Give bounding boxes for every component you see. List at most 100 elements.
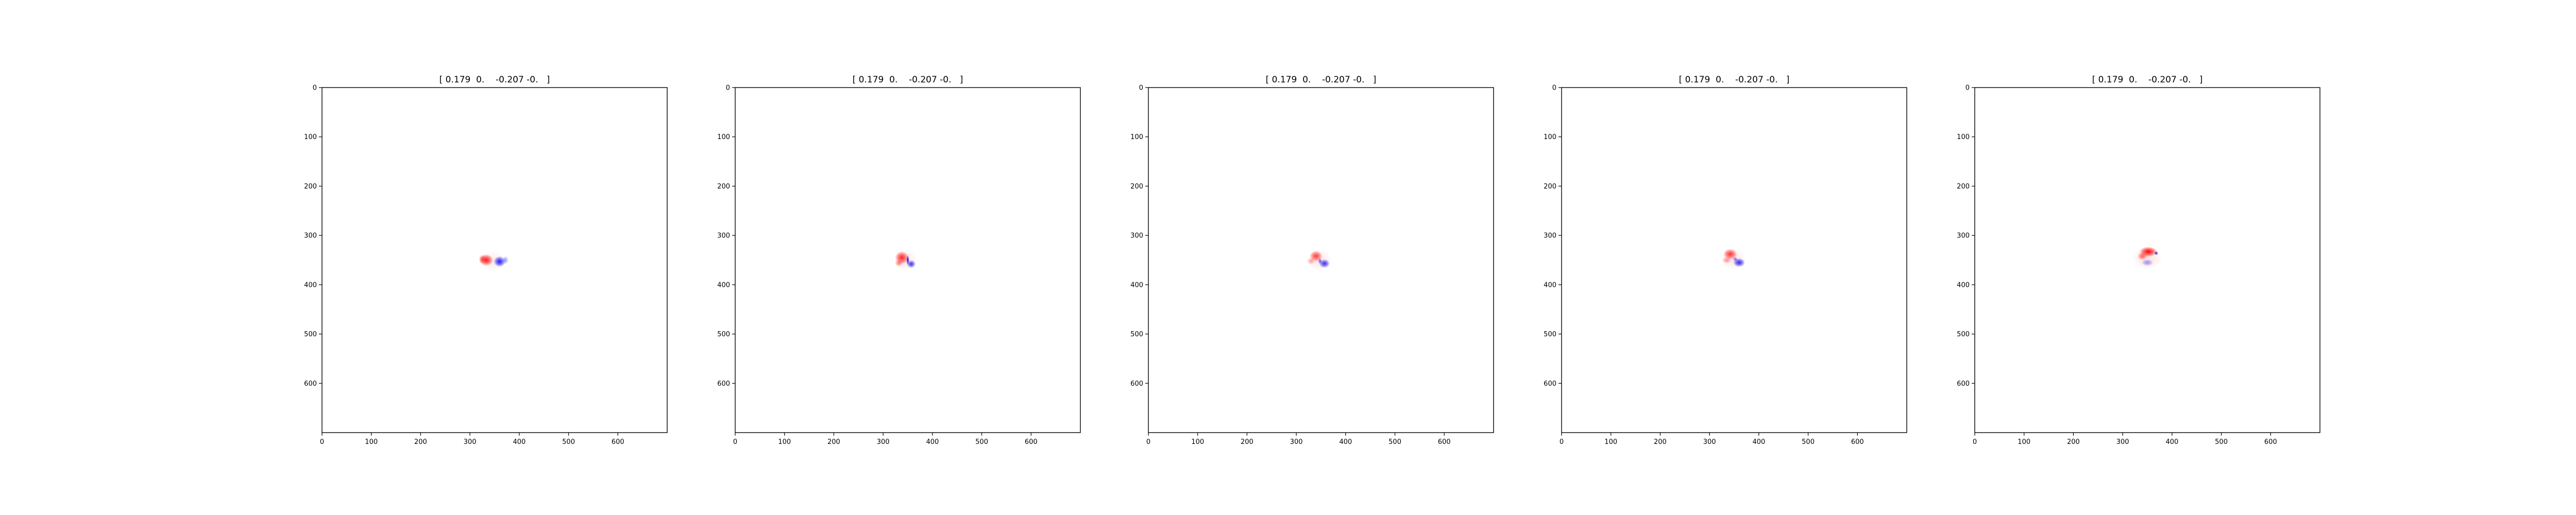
y-tick-label: 500	[1544, 331, 1556, 338]
x-tick-label: 500	[975, 438, 988, 446]
x-tick-label: 400	[1339, 438, 1352, 446]
x-tick-label: 200	[1241, 438, 1253, 446]
axes-frame	[1561, 87, 1907, 433]
y-tick-label: 600	[1544, 380, 1556, 388]
y-tick-label: 200	[1544, 183, 1556, 191]
y-tick-label: 100	[1957, 133, 1970, 141]
x-tick-label: 500	[562, 438, 575, 446]
x-tick-label: 500	[2215, 438, 2228, 446]
x-tick-label: 0	[1973, 438, 1977, 446]
x-tick-label: 200	[2067, 438, 2080, 446]
x-tick-label: 600	[612, 438, 624, 446]
y-tick-label: 300	[304, 232, 317, 240]
y-tick-label: 300	[717, 232, 730, 240]
y-tick-label: 300	[1957, 232, 1970, 240]
x-tick-label: 100	[778, 438, 791, 446]
y-tick-label: 500	[1130, 331, 1143, 338]
x-tick-label: 100	[1191, 438, 1204, 446]
y-tick-label: 400	[1130, 281, 1143, 289]
y-tick-label: 600	[304, 380, 317, 388]
x-tick-label: 0	[1560, 438, 1564, 446]
x-tick-label: 300	[1290, 438, 1303, 446]
subplot-2: 0 100 200 300 400 500 600 0 100 200 300 400 500 600 [ …	[709, 72, 1101, 453]
y-tick-label: 0	[1139, 84, 1143, 92]
y-tick-label: 200	[1957, 183, 1970, 191]
y-tick-label: 100	[717, 133, 730, 141]
y-tick-label: 500	[304, 331, 317, 338]
x-tick-label: 400	[1752, 438, 1765, 446]
chart-title: [ 0.179 0. -0.207 -0. ]	[1266, 75, 1377, 85]
y-tick-label: 300	[1544, 232, 1556, 240]
subplot-1: 0 100 200 300 400 500 600 0 100 200 300 400 500 600 [ …	[296, 72, 688, 453]
heatmap-blob	[2132, 246, 2162, 270]
x-tick-label: 100	[365, 438, 378, 446]
heatmap-blob	[1720, 248, 1746, 270]
x-tick-label: 400	[513, 438, 526, 446]
axes-frame	[1148, 87, 1494, 433]
heatmap-cells	[1306, 249, 1332, 271]
heatmap-cells	[894, 249, 918, 271]
x-tick-label: 500	[1388, 438, 1401, 446]
subplot-3: 0 100 200 300 400 500 600 0 100 200 300 400 500 600 [ …	[1123, 72, 1514, 453]
axes-frame	[735, 87, 1081, 433]
heatmap-svg: 0 100 200 300 400 500 600 0 100 200 300 400 500 600 [ …	[1544, 75, 1907, 446]
heatmap-svg: 0 100 200 300 400 500 600 0 100 200 300 400 500 600 [ …	[1957, 75, 2320, 446]
y-tick-label: 100	[1130, 133, 1143, 141]
chart-title: [ 0.179 0. -0.207 -0. ]	[1679, 75, 1790, 85]
y-tick-label: 400	[717, 281, 730, 289]
heatmap-svg: 0 100 200 300 400 500 600 0 100 200 300 400 500 600 [ …	[304, 75, 668, 446]
x-tick-label: 400	[2165, 438, 2178, 446]
y-tick-label: 600	[717, 380, 730, 388]
y-tick-label: 0	[1552, 84, 1556, 92]
chart-title: [ 0.179 0. -0.207 -0. ]	[2092, 75, 2203, 85]
x-tick-label: 200	[1654, 438, 1667, 446]
heatmap-svg: 0 100 200 300 400 500 600 0 100 200 300 400 500 600 [ …	[717, 75, 1081, 446]
axes-frame	[321, 87, 668, 433]
x-tick-label: 600	[2264, 438, 2277, 446]
heatmap-cells	[2132, 246, 2162, 270]
heatmap-cells	[1720, 248, 1746, 270]
x-tick-label: 300	[1703, 438, 1716, 446]
x-tick-label: 600	[1438, 438, 1451, 446]
chart-title: [ 0.179 0. -0.207 -0. ]	[853, 75, 963, 85]
x-tick-label: 300	[464, 438, 477, 446]
x-tick-label: 100	[1604, 438, 1617, 446]
x-tick-label: 100	[2018, 438, 2030, 446]
y-tick-label: 0	[313, 84, 317, 92]
subplot-4: 0 100 200 300 400 500 600 0 100 200 300 400 500 600 [ …	[1536, 72, 1927, 453]
y-tick-label: 200	[1130, 183, 1143, 191]
heatmap-blob	[481, 250, 505, 272]
subplot-5: 0 100 200 300 400 500 600 0 100 200 300 400 500 600 [ …	[1949, 72, 2341, 453]
x-tick-label: 500	[1802, 438, 1815, 446]
x-tick-label: 0	[733, 438, 737, 446]
y-tick-label: 100	[1544, 133, 1556, 141]
x-tick-label: 200	[827, 438, 840, 446]
y-tick-label: 100	[304, 133, 317, 141]
x-tick-label: 600	[1025, 438, 1038, 446]
x-tick-label: 200	[414, 438, 427, 446]
x-tick-label: 300	[2116, 438, 2129, 446]
x-tick-label: 0	[320, 438, 324, 446]
heatmap-cells	[479, 250, 509, 272]
x-tick-label: 600	[1851, 438, 1864, 446]
y-tick-label: 0	[1965, 84, 1970, 92]
y-tick-label: 400	[304, 281, 317, 289]
axes-frame	[1974, 87, 2320, 433]
heatmap-svg: 0 100 200 300 400 500 600 0 100 200 300 400 500 600 [ …	[1130, 75, 1494, 446]
x-tick-label: 300	[877, 438, 890, 446]
x-tick-label: 0	[1146, 438, 1150, 446]
y-tick-label: 600	[1957, 380, 1970, 388]
chart-title: [ 0.179 0. -0.207 -0. ]	[439, 75, 550, 85]
heatmap-blob	[894, 249, 918, 271]
y-tick-label: 0	[726, 84, 730, 92]
y-tick-label: 400	[1957, 281, 1970, 289]
heatmap-blob	[1306, 249, 1332, 271]
y-tick-label: 500	[1957, 331, 1970, 338]
y-tick-label: 500	[717, 331, 730, 338]
y-tick-label: 200	[717, 183, 730, 191]
y-tick-label: 600	[1130, 380, 1143, 388]
x-tick-label: 400	[926, 438, 939, 446]
y-tick-label: 200	[304, 183, 317, 191]
y-tick-label: 300	[1130, 232, 1143, 240]
